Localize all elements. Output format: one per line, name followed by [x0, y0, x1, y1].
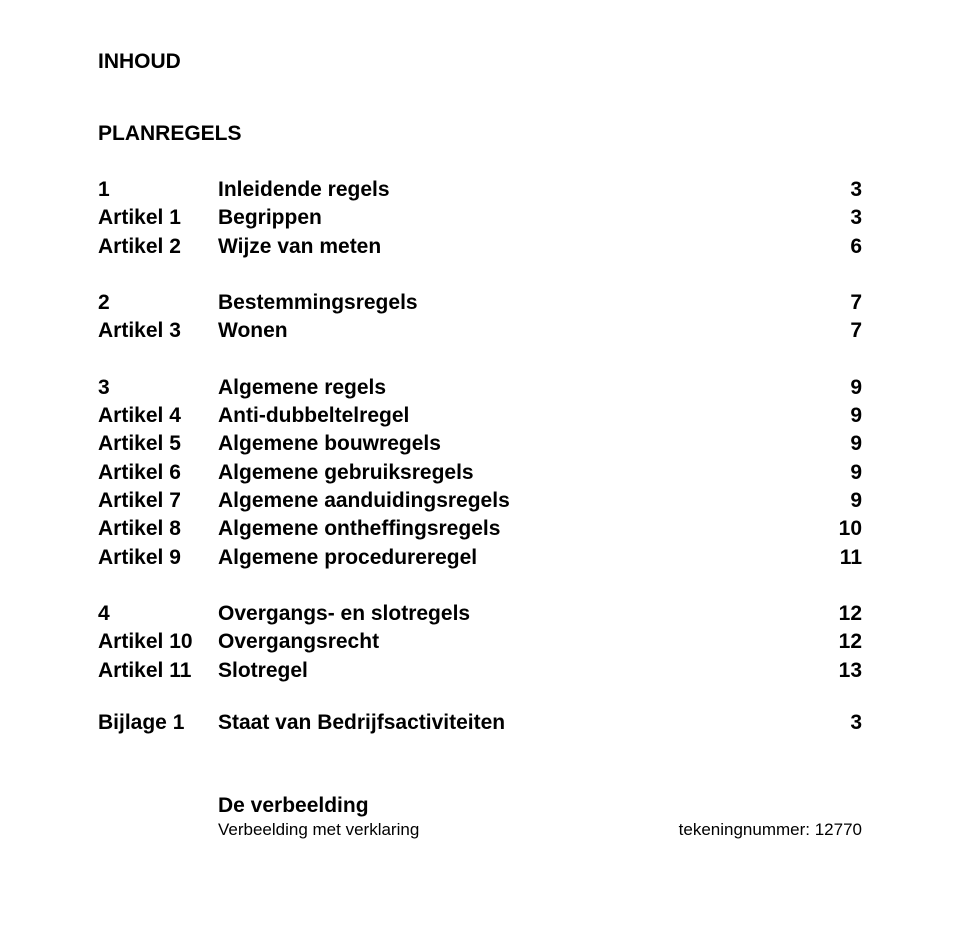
- section-title: Inleidende regels: [218, 176, 802, 204]
- entry-title: Begrippen: [218, 204, 802, 232]
- entry-title: Algemene procedureregel: [218, 544, 802, 572]
- verbeelding-row: Verbeelding met verklaring tekeningnumme…: [218, 818, 862, 842]
- document-page: INHOUD PLANREGELS 1 Inleidende regels 3 …: [0, 0, 960, 952]
- toc-entry: Artikel 4 Anti-dubbeltelregel 9: [98, 402, 862, 430]
- toc-entry: Artikel 8 Algemene ontheffingsregels 10: [98, 515, 862, 543]
- entry-label: Artikel 7: [98, 487, 218, 515]
- entry-page: 9: [802, 402, 862, 430]
- entry-page: 13: [802, 657, 862, 685]
- toc-entry: Artikel 9 Algemene procedureregel 11: [98, 544, 862, 572]
- section-number: 2: [98, 289, 218, 317]
- section-number: 1: [98, 176, 218, 204]
- entry-title: Slotregel: [218, 657, 802, 685]
- toc-entry: Artikel 10 Overgangsrecht 12: [98, 628, 862, 656]
- spacer: [98, 766, 862, 794]
- spacer: [98, 685, 862, 709]
- entry-label: Artikel 10: [98, 628, 218, 656]
- entry-label: Artikel 11: [98, 657, 218, 685]
- toc-entry: Artikel 3 Wonen 7: [98, 317, 862, 345]
- section-heading: 4 Overgangs- en slotregels 12: [98, 600, 862, 628]
- toc-entry: Artikel 5 Algemene bouwregels 9: [98, 430, 862, 458]
- entry-label: Artikel 8: [98, 515, 218, 543]
- entry-page: 9: [802, 430, 862, 458]
- entry-label: Artikel 6: [98, 459, 218, 487]
- entry-page: 9: [802, 459, 862, 487]
- section-heading: 2 Bestemmingsregels 7: [98, 289, 862, 317]
- entry-page: 10: [802, 515, 862, 543]
- section-page: 7: [802, 289, 862, 317]
- entry-page: 11: [802, 544, 862, 572]
- subtitle: PLANREGELS: [98, 122, 862, 146]
- bijlage-label: Bijlage 1: [98, 709, 218, 737]
- entry-title: Algemene aanduidingsregels: [218, 487, 802, 515]
- bijlage-entry: Bijlage 1 Staat van Bedrijfsactiviteiten…: [98, 709, 862, 737]
- entry-label: Artikel 3: [98, 317, 218, 345]
- entry-title: Algemene bouwregels: [218, 430, 802, 458]
- section-title: Algemene regels: [218, 374, 802, 402]
- section-page: 12: [802, 600, 862, 628]
- spacer: [98, 261, 862, 289]
- toc-entry: Artikel 6 Algemene gebruiksregels 9: [98, 459, 862, 487]
- toc-entry: Artikel 7 Algemene aanduidingsregels 9: [98, 487, 862, 515]
- entry-page: 6: [802, 233, 862, 261]
- spacer: [98, 738, 862, 766]
- section-number: 3: [98, 374, 218, 402]
- entry-page: 9: [802, 487, 862, 515]
- toc-entry: Artikel 1 Begrippen 3: [98, 204, 862, 232]
- verbeelding-right: tekeningnummer: 12770: [679, 818, 862, 842]
- entry-page: 12: [802, 628, 862, 656]
- verbeelding-heading: De verbeelding: [218, 794, 862, 818]
- entry-title: Overgangsrecht: [218, 628, 802, 656]
- entry-title: Anti-dubbeltelregel: [218, 402, 802, 430]
- entry-title: Algemene ontheffingsregels: [218, 515, 802, 543]
- entry-title: Wonen: [218, 317, 802, 345]
- entry-label: Artikel 5: [98, 430, 218, 458]
- entry-title: Algemene gebruiksregels: [218, 459, 802, 487]
- toc-entry: Artikel 11 Slotregel 13: [98, 657, 862, 685]
- entry-page: 3: [802, 204, 862, 232]
- spacer: [98, 572, 862, 600]
- verbeelding-left: Verbeelding met verklaring: [218, 818, 679, 842]
- spacer: [98, 346, 862, 374]
- toc-entry: Artikel 2 Wijze van meten 6: [98, 233, 862, 261]
- section-page: 3: [802, 176, 862, 204]
- entry-label: Artikel 2: [98, 233, 218, 261]
- section-title: Overgangs- en slotregels: [218, 600, 802, 628]
- entry-title: Wijze van meten: [218, 233, 802, 261]
- section-heading: 3 Algemene regels 9: [98, 374, 862, 402]
- section-page: 9: [802, 374, 862, 402]
- section-title: Bestemmingsregels: [218, 289, 802, 317]
- section-heading: 1 Inleidende regels 3: [98, 176, 862, 204]
- bijlage-page: 3: [802, 709, 862, 737]
- entry-label: Artikel 4: [98, 402, 218, 430]
- entry-page: 7: [802, 317, 862, 345]
- section-number: 4: [98, 600, 218, 628]
- entry-label: Artikel 9: [98, 544, 218, 572]
- entry-label: Artikel 1: [98, 204, 218, 232]
- page-title: INHOUD: [98, 50, 862, 74]
- bijlage-title: Staat van Bedrijfsactiviteiten: [218, 709, 802, 737]
